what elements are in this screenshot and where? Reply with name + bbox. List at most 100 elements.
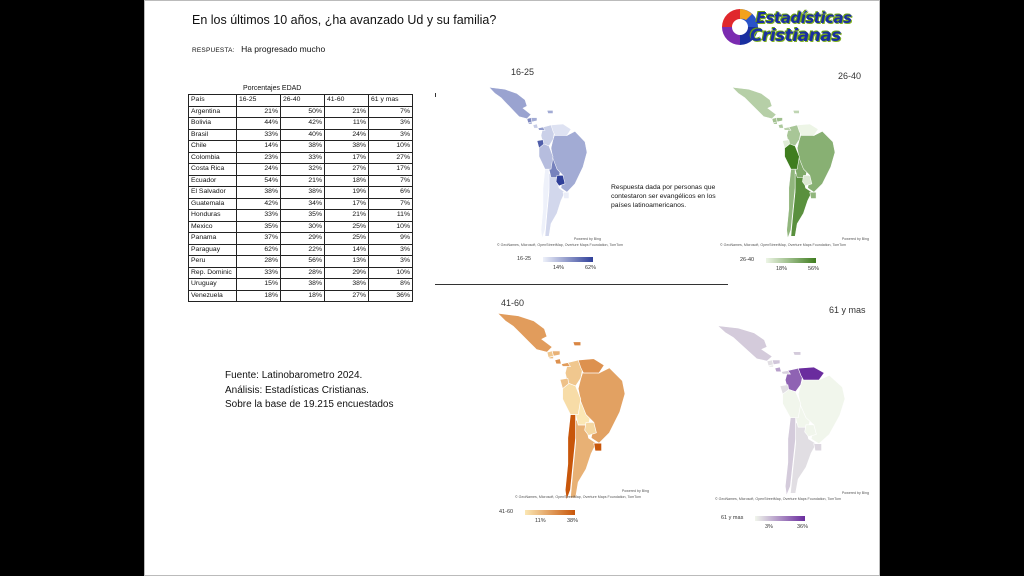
value-cell: 21% <box>324 209 369 222</box>
value-cell: 22% <box>280 243 325 256</box>
map-powered-by: Powered by Bing <box>841 491 869 495</box>
table-row: Colombia 23% 33% 17% 27% <box>188 151 413 164</box>
map-region-mexico <box>716 325 773 362</box>
value-cell: 11% <box>324 117 369 130</box>
value-cell: 50% <box>280 105 325 118</box>
map-powered-by: Powered by Bing <box>841 237 869 241</box>
map-region-honduras <box>771 359 781 366</box>
map-title: 61 y mas <box>829 305 866 315</box>
value-cell: 11% <box>368 209 413 222</box>
table-row: Chile 14% 38% 38% 10% <box>188 140 413 153</box>
table-row: Argentina 21% 50% 21% 7% <box>188 105 413 118</box>
map-region-panama <box>780 370 792 375</box>
table-title: Porcentajes EDAD <box>243 85 302 92</box>
map-region-uruguay <box>813 443 822 452</box>
value-cell: 19% <box>324 186 369 199</box>
slide: En los últimos 10 años, ¿ha avanzado Ud … <box>144 0 880 576</box>
value-cell: 18% <box>324 174 369 187</box>
map-region-venezuela <box>550 123 572 136</box>
map-region-peru <box>784 143 800 170</box>
map-region-uruguay <box>562 191 570 199</box>
value-cell: 28% <box>280 266 325 279</box>
value-cell: 40% <box>280 128 325 141</box>
map-region-costa-rica <box>774 366 782 373</box>
value-cell: 23% <box>236 151 281 164</box>
table-header-cell: País <box>188 94 237 107</box>
value-cell: 38% <box>324 278 369 291</box>
value-cell: 33% <box>236 128 281 141</box>
map-region-paraguay <box>802 175 813 187</box>
answer-label: RESPUESTA: <box>192 47 235 54</box>
map-region-panama <box>783 126 792 131</box>
legend-max: 38% <box>567 518 579 524</box>
map-region-mexico <box>731 86 777 119</box>
value-cell: 32% <box>280 163 325 176</box>
value-cell: 33% <box>236 209 281 222</box>
map-region-uruguay <box>593 442 602 452</box>
table-header-row: País 16-25 26-40 41-60 61 y mas <box>188 94 413 107</box>
table-row: Panama 37% 29% 25% 9% <box>188 232 413 245</box>
country-cell: Rep. Dominic <box>188 266 237 279</box>
map-region-paraguay <box>555 175 566 187</box>
value-cell: 36% <box>368 289 413 302</box>
country-cell: El Salvador <box>188 186 237 199</box>
country-cell: Honduras <box>188 209 237 222</box>
map-region-venezuela <box>577 358 605 374</box>
map-svg <box>496 312 626 501</box>
map-region-argentina <box>570 419 597 499</box>
table-row: Mexico 35% 30% 25% 10% <box>188 220 413 233</box>
country-cell: Bolivia <box>188 117 237 130</box>
map-region-venezuela <box>796 123 819 136</box>
age-percentage-table: País 16-25 26-40 41-60 61 y mas Argentina 21% 5… <box>188 94 413 302</box>
table-row: Peru 28% 56% 13% 3% <box>188 255 413 268</box>
value-cell: 33% <box>280 151 325 164</box>
table-row: Ecuador 54% 21% 18% 7% <box>188 174 413 187</box>
map-41-60: 41-60 Powered by Bing © GeoNames, Microsof… <box>485 294 655 534</box>
map-region-argentina <box>544 172 566 237</box>
country-cell: Panama <box>188 232 237 245</box>
value-cell: 25% <box>324 232 369 245</box>
legend-min: 11% <box>535 518 546 524</box>
map-region-costa-rica <box>777 123 784 129</box>
legend-max: 36% <box>797 524 809 530</box>
map-region-paraguay <box>804 424 817 437</box>
map-region-rep-dominic <box>546 110 554 114</box>
legend-gradient-bar <box>543 257 593 262</box>
legend-gradient-bar <box>755 516 805 521</box>
value-cell: 29% <box>280 232 325 245</box>
table-row: Bolivia 44% 42% 11% 3% <box>188 117 413 130</box>
value-cell: 13% <box>324 255 369 268</box>
value-cell: 35% <box>236 220 281 233</box>
table-row: Rep. Dominic 33% 28% 29% 10% <box>188 266 413 279</box>
value-cell: 17% <box>324 151 369 164</box>
value-cell: 30% <box>280 220 325 233</box>
map-region-mexico <box>496 312 553 353</box>
divider-line <box>435 284 728 285</box>
country-cell: Brasil <box>188 128 237 141</box>
map-attribution: © GeoNames, Microsoft, OpenStreetMap, Ov… <box>515 495 642 499</box>
map-16-25: 16-25 Powered by Bing © GeoNames, Microsof… <box>467 65 623 280</box>
map-region-panama <box>560 362 572 367</box>
country-cell: Guatemala <box>188 197 237 210</box>
value-cell: 44% <box>236 117 281 130</box>
table-row: El Salvador 38% 38% 19% 6% <box>188 186 413 199</box>
value-cell: 62% <box>236 243 281 256</box>
map-svg <box>716 325 846 496</box>
value-cell: 38% <box>236 186 281 199</box>
table-header-cell: 26-40 <box>280 94 325 107</box>
map-svg <box>731 86 836 239</box>
source-line-2: Análisis: Estadísticas Cristianas. <box>225 384 369 396</box>
logo-text-line2: Cristianas <box>750 26 841 46</box>
answer-value: Ha progresado mucho <box>241 44 326 54</box>
table-row: Guatemala 42% 34% 17% 7% <box>188 197 413 210</box>
value-cell: 18% <box>280 289 325 302</box>
table-row: Uruguay 15% 38% 38% 8% <box>188 278 413 291</box>
value-cell: 42% <box>280 117 325 130</box>
divider-tick <box>435 93 436 97</box>
legend-min: 3% <box>765 524 773 530</box>
value-cell: 10% <box>368 220 413 233</box>
value-cell: 38% <box>280 140 325 153</box>
map-region-costa-rica <box>554 358 562 365</box>
value-cell: 8% <box>368 278 413 291</box>
value-cell: 14% <box>324 243 369 256</box>
